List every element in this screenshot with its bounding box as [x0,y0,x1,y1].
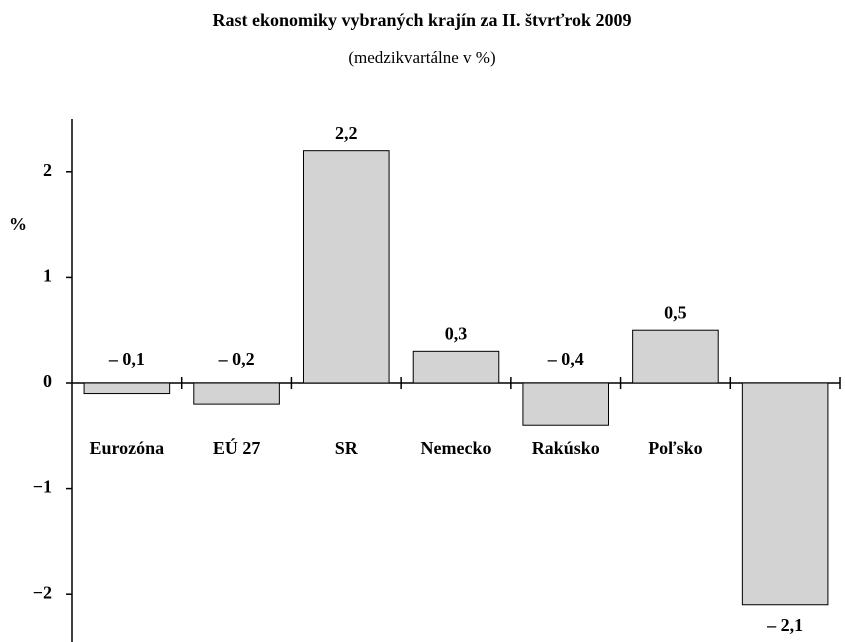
bar [193,382,280,405]
y-tick-label: 2 [43,160,52,180]
data-label: – 0,1 [108,349,145,369]
y-tick-label: −1 [33,477,52,497]
data-label: 0,5 [664,302,687,322]
bar [412,350,500,384]
data-label: – 2,1 [766,615,803,635]
data-label: 2,2 [335,123,358,143]
x-tick-label: SR [335,438,359,458]
x-tick-label: Eurozóna [90,438,165,458]
x-tick-label: Rakúsko [532,438,600,458]
y-tick-label: 0 [43,371,52,391]
bar [83,382,171,395]
y-tick-label: −2 [33,582,52,602]
data-label: – 0,4 [547,349,584,369]
x-tick-label: EÚ 27 [213,437,261,458]
x-tick-label: Poľsko [648,438,702,458]
data-label: 0,3 [445,323,468,343]
data-label: – 0,2 [218,349,255,369]
y-axis-label: % [9,214,27,234]
x-tick-label: Nemecko [421,438,492,458]
bar [741,382,829,606]
chart-title: Rast ekonomiky vybraných krajín za II. š… [212,10,631,30]
bar [522,382,610,426]
chart-subtitle: (medzikvartálne v %) [348,48,495,67]
y-tick-label: 1 [43,266,52,286]
bar [302,150,390,384]
bar [632,329,719,384]
